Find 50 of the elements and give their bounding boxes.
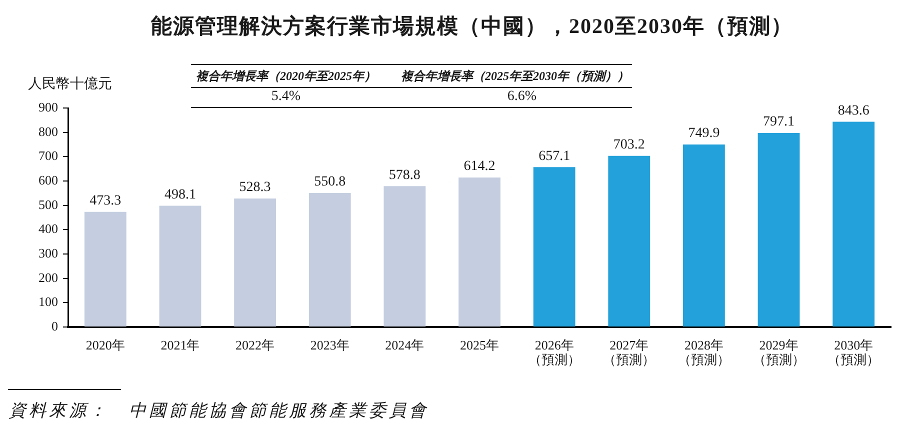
data-label: 843.6 xyxy=(838,103,870,118)
data-label: 473.3 xyxy=(90,194,122,208)
data-label: 703.2 xyxy=(613,138,645,153)
bar xyxy=(384,186,426,326)
data-label: 550.8 xyxy=(314,174,346,190)
x-tick-label: 2025年 xyxy=(460,338,499,353)
text: 5.4% xyxy=(270,89,302,105)
bar xyxy=(533,167,576,326)
data-label: 657.1 xyxy=(538,148,570,164)
y-tick-label: 600 xyxy=(38,172,58,188)
y-tick-label: 400 xyxy=(38,221,58,236)
text: 複合年增長率（2020年至2025年） xyxy=(195,68,377,85)
x-tick-label: 2023年 xyxy=(310,338,350,353)
y-tick-label: 700 xyxy=(38,148,58,164)
bar xyxy=(758,133,800,326)
bar xyxy=(683,144,725,326)
x-tick-label: 2029年（預測） xyxy=(752,338,805,367)
bar xyxy=(159,206,202,326)
bar xyxy=(84,212,126,326)
bar xyxy=(832,122,875,326)
chart-title: 能源管理解決方案行業市場規模（中國），2020至2030年（預測） xyxy=(151,13,793,40)
x-tick-label: 2021年 xyxy=(160,338,200,353)
x-tick-label: 2026年（預測） xyxy=(528,338,580,367)
x-tick-label: 2022年 xyxy=(236,338,275,353)
x-tick-label: 2030年（預測） xyxy=(828,338,880,367)
y-tick-label: 500 xyxy=(38,196,58,212)
y-tick-label: 300 xyxy=(38,245,58,260)
data-label: 797.1 xyxy=(763,114,795,130)
text: 複合年增長率（2025年至2030年（預測）） xyxy=(401,68,630,85)
bar xyxy=(234,198,276,326)
x-tick-label: 2024年 xyxy=(385,338,424,353)
y-axis-title: 人民幣十億元 xyxy=(28,75,112,93)
y-tick-label: 100 xyxy=(38,294,58,310)
y-tick-label: 800 xyxy=(38,124,58,139)
data-label: 578.8 xyxy=(388,168,420,183)
source-note: 資料來源： 中國節能協會節能服務產業委員會 xyxy=(9,400,429,422)
data-label: 614.2 xyxy=(464,159,496,174)
text: 6.6% xyxy=(506,89,538,105)
bar xyxy=(308,192,351,326)
x-tick-label: 2027年（預測） xyxy=(603,338,656,367)
data-label: 749.9 xyxy=(688,126,720,142)
x-tick-label: 2028年（預測） xyxy=(678,338,730,367)
bar xyxy=(608,156,650,326)
y-tick-label: 200 xyxy=(38,270,58,285)
data-label: 528.3 xyxy=(239,180,271,196)
data-label: 498.1 xyxy=(164,187,196,202)
bar xyxy=(458,178,500,326)
y-tick-label: 900 xyxy=(38,99,58,114)
y-tick-label: 0 xyxy=(52,318,58,334)
x-tick-label: 2020年 xyxy=(86,338,125,353)
